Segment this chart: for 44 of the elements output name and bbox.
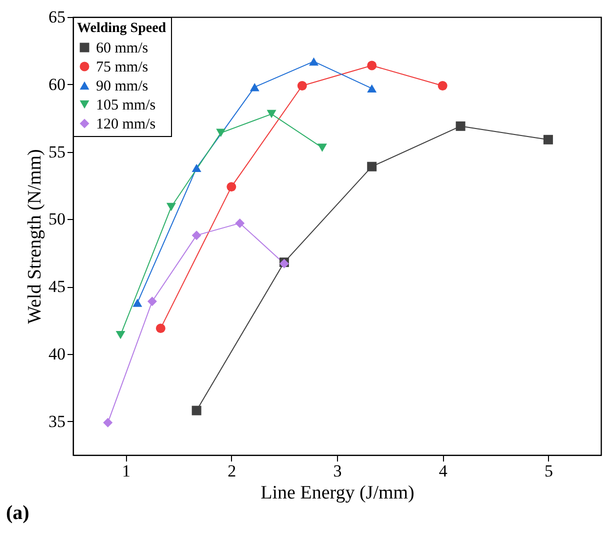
- y-tick-label: 60: [48, 74, 66, 94]
- point: [367, 84, 377, 93]
- point: [116, 330, 126, 340]
- y-tick-label: 50: [48, 210, 66, 229]
- legend-label: 60 mm/s: [96, 40, 148, 56]
- y-tick-label: 35: [48, 412, 66, 431]
- point: [367, 60, 377, 70]
- point: [192, 164, 202, 172]
- y-tick-label: 40: [48, 344, 66, 364]
- point: [250, 82, 260, 92]
- x-axis-title: Line Energy (J/mm): [260, 482, 414, 504]
- point: [235, 218, 245, 228]
- point: [543, 134, 553, 144]
- x-tick-label: 2: [228, 462, 236, 480]
- point: [266, 110, 276, 118]
- point: [166, 202, 176, 212]
- legend-label: 75 mm/s: [96, 60, 148, 76]
- x-tick-label: 5: [544, 462, 553, 480]
- point: [367, 162, 377, 172]
- point: [132, 298, 142, 307]
- legend-label: 105 mm/s: [96, 98, 156, 114]
- point: [297, 81, 307, 90]
- point: [103, 418, 113, 428]
- x-tick-label: 4: [438, 462, 448, 480]
- point: [156, 324, 166, 334]
- point: [192, 230, 202, 240]
- x-tick-label: 3: [333, 462, 342, 480]
- point: [216, 128, 226, 138]
- legend-label: 90 mm/s: [96, 78, 148, 94]
- point: [226, 182, 236, 192]
- legend-title: Welding Speed: [77, 21, 166, 36]
- point: [438, 81, 448, 90]
- point: [456, 121, 466, 131]
- point: [147, 296, 157, 306]
- point: [192, 406, 202, 416]
- x-tick-label: 1: [122, 462, 131, 480]
- y-tick-label: 55: [48, 142, 66, 162]
- point: [317, 144, 327, 152]
- y-axis-title: Weld Strength (N/mm): [24, 149, 46, 324]
- y-tick-label: 45: [48, 277, 66, 296]
- point: [309, 57, 319, 66]
- y-tick-label: 65: [48, 8, 66, 26]
- legend-label: 120 mm/s: [96, 116, 156, 132]
- text: (a): [6, 502, 30, 525]
